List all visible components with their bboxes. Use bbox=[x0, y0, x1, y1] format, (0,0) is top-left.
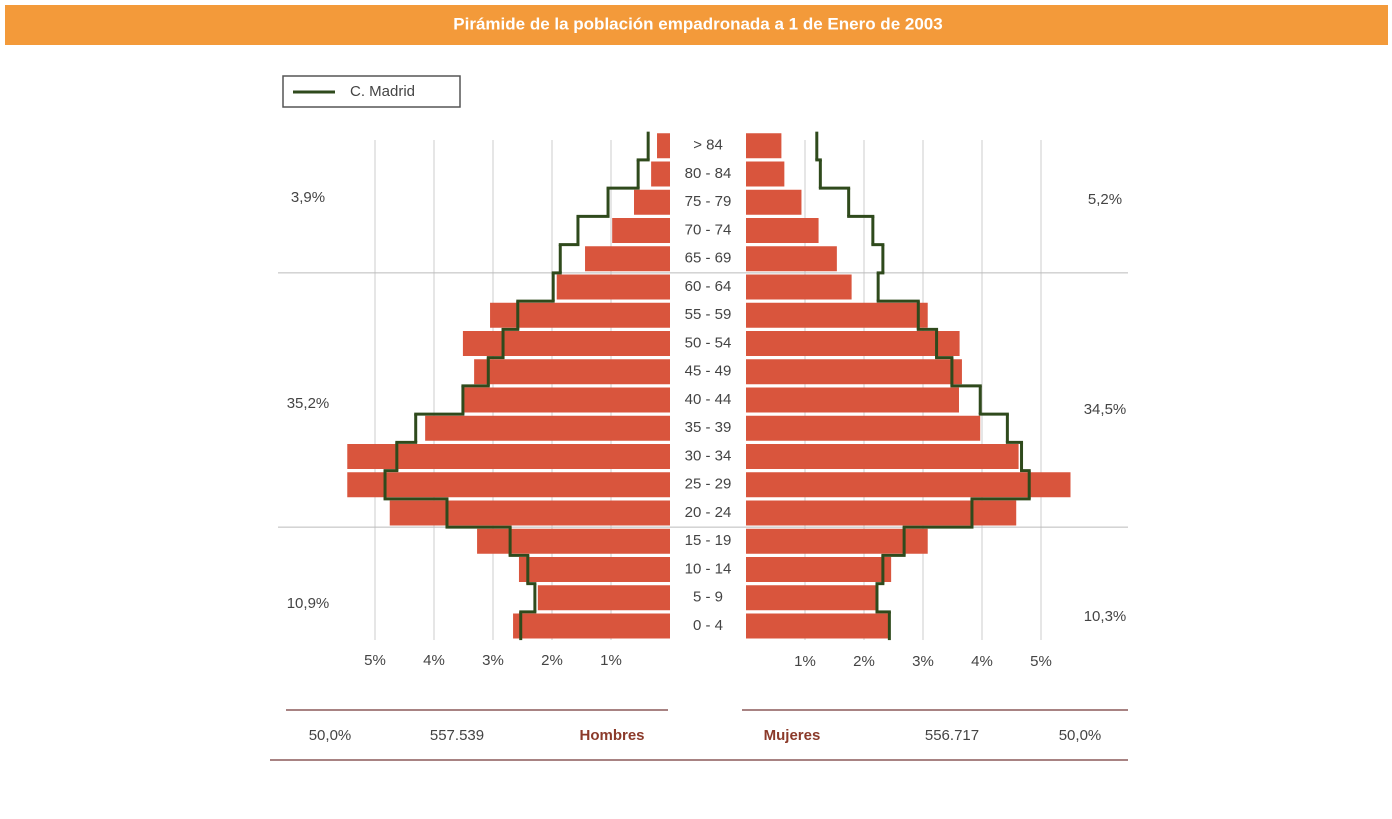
bar bbox=[746, 189, 802, 215]
group-label: 5,2% bbox=[1088, 191, 1122, 208]
bar bbox=[746, 387, 959, 413]
bar bbox=[746, 246, 837, 272]
footer-text: 556.717 bbox=[925, 727, 979, 744]
group-label: 10,3% bbox=[1084, 608, 1127, 625]
x-tick-label: 2% bbox=[853, 653, 875, 670]
footer-text: 50,0% bbox=[309, 727, 352, 744]
bar bbox=[746, 613, 890, 639]
category-label: 80 - 84 bbox=[685, 165, 732, 182]
bar bbox=[746, 218, 819, 243]
bar bbox=[634, 189, 670, 215]
footer-text: 557.539 bbox=[430, 727, 484, 744]
category-label: 60 - 64 bbox=[685, 278, 732, 295]
bar bbox=[746, 274, 852, 300]
category-label: 65 - 69 bbox=[685, 250, 732, 267]
category-label: 5 - 9 bbox=[693, 589, 723, 606]
bar bbox=[347, 472, 670, 498]
bar bbox=[746, 415, 981, 441]
category-label: 10 - 14 bbox=[685, 560, 732, 577]
bar bbox=[612, 218, 670, 243]
x-tick-label: 5% bbox=[364, 652, 386, 669]
group-label: 10,9% bbox=[287, 595, 330, 612]
group-label: 35,2% bbox=[287, 395, 330, 412]
bar bbox=[651, 161, 670, 187]
bar bbox=[746, 359, 962, 385]
x-tick-label: 4% bbox=[423, 652, 445, 669]
category-label: 25 - 29 bbox=[685, 476, 732, 493]
bar bbox=[746, 557, 892, 582]
bar bbox=[746, 133, 782, 159]
bar bbox=[490, 302, 670, 328]
footer-label: Hombres bbox=[579, 727, 644, 744]
bar bbox=[746, 585, 877, 611]
x-tick-label: 1% bbox=[794, 653, 816, 670]
category-label: > 84 bbox=[693, 137, 723, 154]
bar bbox=[425, 415, 670, 441]
footer-text: 50,0% bbox=[1059, 727, 1102, 744]
bar bbox=[746, 528, 928, 554]
category-label: 15 - 19 bbox=[685, 532, 732, 549]
bar bbox=[746, 500, 1017, 526]
category-label: 50 - 54 bbox=[685, 334, 732, 351]
bar bbox=[389, 500, 670, 526]
x-tick-label: 5% bbox=[1030, 653, 1052, 670]
bar bbox=[746, 161, 785, 187]
bar bbox=[537, 585, 670, 611]
bar bbox=[556, 274, 670, 300]
bar bbox=[347, 444, 670, 469]
bar bbox=[477, 528, 670, 554]
bar bbox=[746, 444, 1019, 469]
category-label: 70 - 74 bbox=[685, 221, 732, 238]
bar bbox=[513, 613, 670, 639]
bar bbox=[585, 246, 670, 272]
footer-label: Mujeres bbox=[764, 727, 821, 744]
bar bbox=[746, 302, 928, 328]
x-tick-label: 1% bbox=[600, 652, 622, 669]
x-tick-label: 3% bbox=[912, 653, 934, 670]
category-label: 35 - 39 bbox=[685, 419, 732, 436]
bar bbox=[474, 359, 670, 385]
x-tick-label: 2% bbox=[541, 652, 563, 669]
category-label: 20 - 24 bbox=[685, 504, 732, 521]
category-label: 0 - 4 bbox=[693, 617, 723, 634]
category-label: 45 - 49 bbox=[685, 363, 732, 380]
bar bbox=[518, 557, 670, 582]
bar bbox=[657, 133, 670, 159]
bar bbox=[464, 387, 670, 413]
category-label: 55 - 59 bbox=[685, 306, 732, 323]
x-tick-label: 4% bbox=[971, 653, 993, 670]
group-label: 34,5% bbox=[1084, 401, 1127, 418]
category-label: 30 - 34 bbox=[685, 447, 732, 464]
category-label: 75 - 79 bbox=[685, 193, 732, 210]
category-label: 40 - 44 bbox=[685, 391, 732, 408]
legend-label: C. Madrid bbox=[350, 83, 415, 100]
bar bbox=[462, 331, 670, 356]
bar bbox=[746, 472, 1071, 498]
title-bar bbox=[5, 5, 1388, 45]
chart-title: Pirámide de la población empadronada a 1… bbox=[453, 14, 942, 33]
x-tick-label: 3% bbox=[482, 652, 504, 669]
bar bbox=[746, 331, 960, 356]
group-label: 3,9% bbox=[291, 189, 325, 206]
